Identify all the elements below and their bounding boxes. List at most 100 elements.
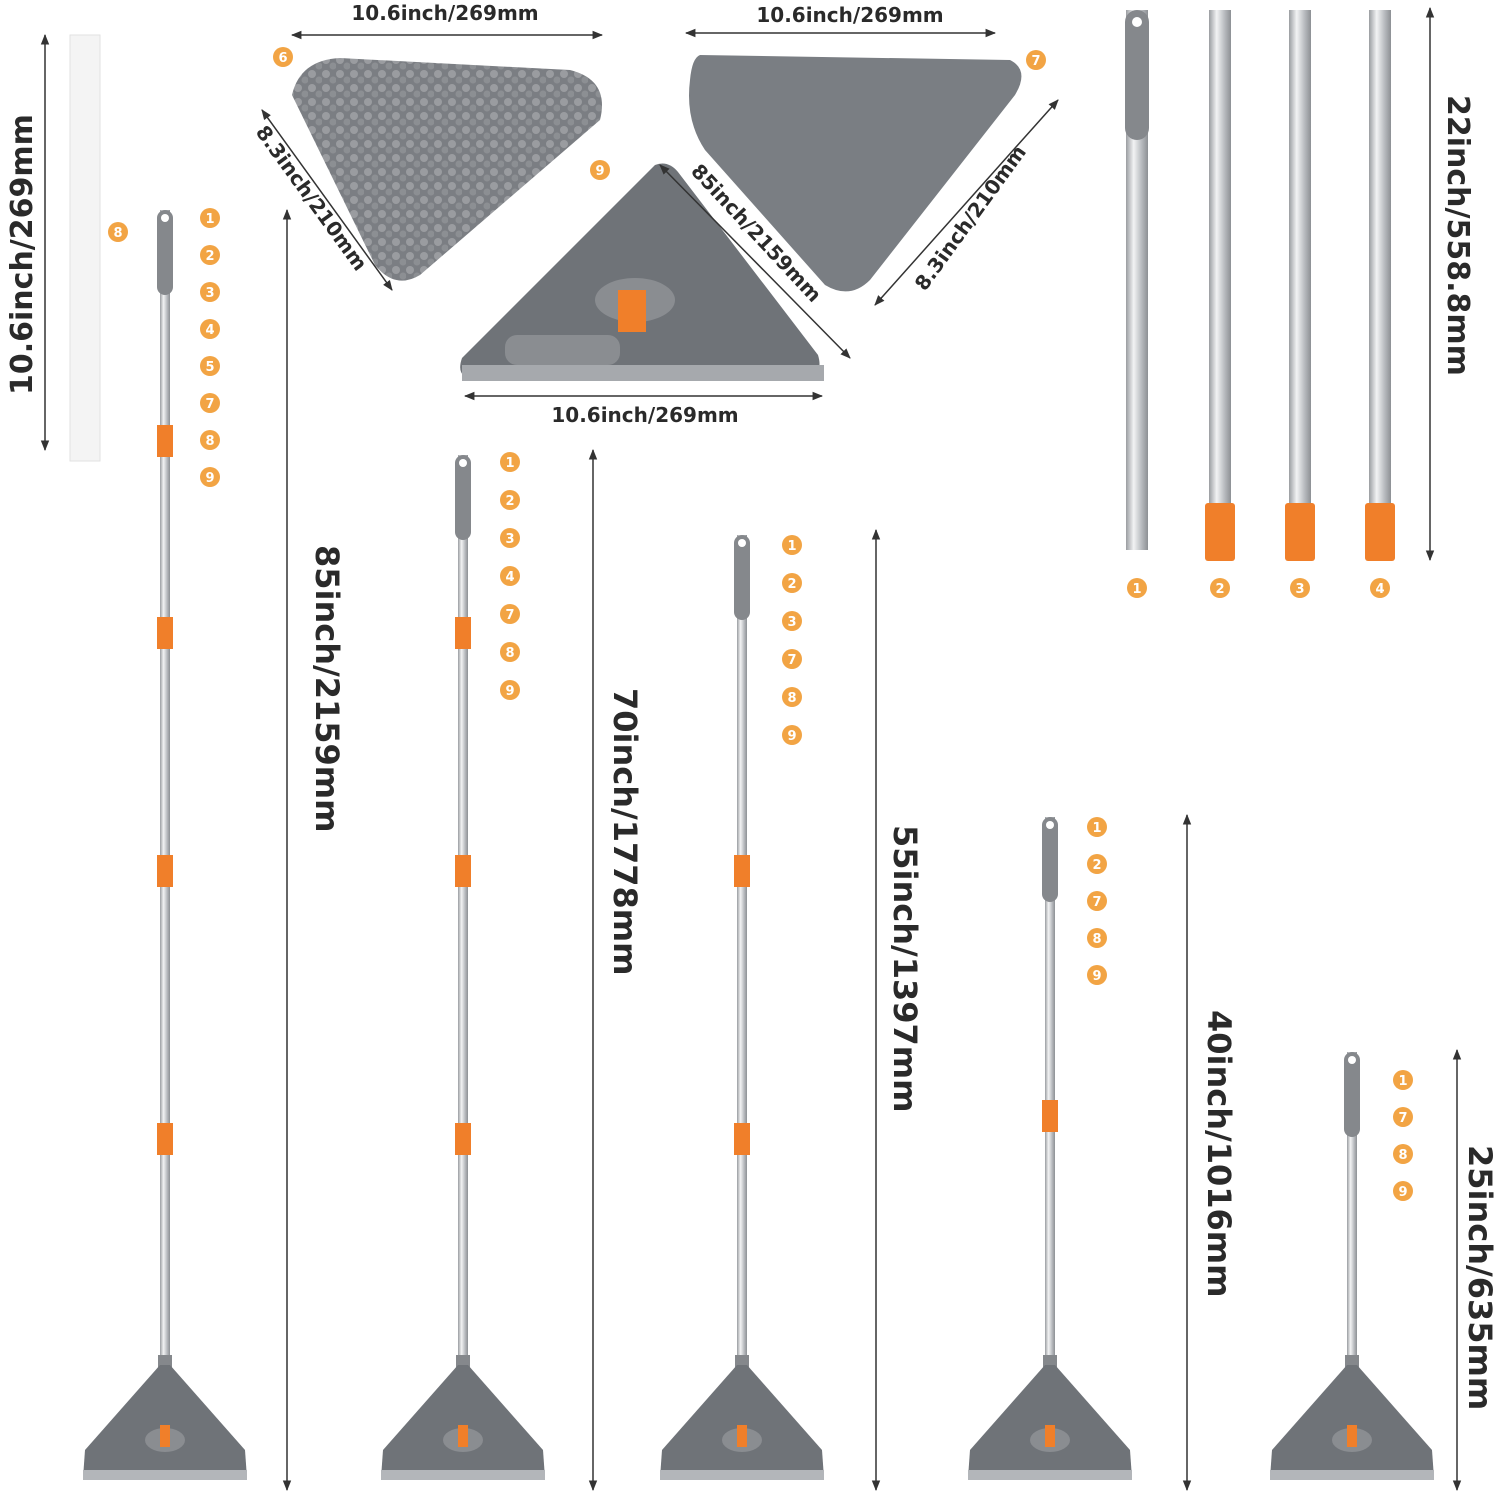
part-number: 4 bbox=[205, 323, 214, 338]
part-number: 9 bbox=[595, 164, 604, 179]
part-number: 5 bbox=[205, 360, 214, 375]
part-number-badge bbox=[1370, 578, 1390, 598]
part-number-badge bbox=[1087, 928, 1107, 948]
config-length-label: 40inch/1016mm bbox=[1200, 1010, 1238, 1297]
pole-connector bbox=[734, 855, 750, 887]
mop-connector bbox=[1347, 1425, 1357, 1447]
part-number: 8 bbox=[1398, 1148, 1407, 1163]
part-number: 8 bbox=[1092, 932, 1101, 947]
part-number-badge bbox=[500, 452, 520, 472]
part-number: 1 bbox=[1092, 821, 1101, 836]
config-length-label: 70inch/1778mm bbox=[606, 688, 644, 975]
part-number-badge bbox=[200, 208, 220, 228]
hang-hole bbox=[1348, 1056, 1356, 1064]
part-number-badge bbox=[200, 319, 220, 339]
part-number-badge bbox=[1087, 817, 1107, 837]
pole-connector bbox=[1365, 503, 1395, 561]
mop-head bbox=[968, 1365, 1132, 1478]
mop-pole bbox=[160, 210, 170, 1390]
part-number-badge bbox=[1393, 1070, 1413, 1090]
part-number-badge bbox=[782, 535, 802, 555]
part-number: 8 bbox=[787, 691, 796, 706]
part-number-badge bbox=[1127, 578, 1147, 598]
dimension-arrow bbox=[659, 164, 851, 359]
hang-hole bbox=[1046, 821, 1054, 829]
pole-connector bbox=[157, 425, 173, 457]
part-number: 8 bbox=[205, 434, 214, 449]
part-number-badge bbox=[590, 160, 610, 180]
part-number: 2 bbox=[1092, 858, 1101, 873]
part-number: 8 bbox=[505, 646, 514, 661]
mop-head-edge bbox=[968, 1470, 1132, 1480]
base-connector bbox=[618, 290, 646, 332]
config-length-label: 25inch/635mm bbox=[1461, 1145, 1499, 1410]
part-number-badge bbox=[1393, 1107, 1413, 1127]
mop-grip bbox=[1344, 1052, 1360, 1137]
mop-connector bbox=[160, 1425, 170, 1447]
mop-grip bbox=[455, 455, 471, 540]
part-number-badge bbox=[1087, 891, 1107, 911]
part-number: 4 bbox=[505, 570, 514, 585]
chenille-width-label: 10.6inch/269mm bbox=[351, 1, 538, 25]
part-number-badge bbox=[1026, 50, 1046, 70]
mop-head-edge bbox=[1270, 1470, 1434, 1480]
hang-hole bbox=[459, 459, 467, 467]
part-number: 3 bbox=[505, 532, 514, 547]
pole-connector bbox=[1205, 503, 1235, 561]
mop-head bbox=[381, 1365, 545, 1478]
part-number-badge bbox=[1393, 1144, 1413, 1164]
part-number-badge bbox=[1393, 1181, 1413, 1201]
part-number: 7 bbox=[787, 653, 796, 668]
part-number: 3 bbox=[1295, 582, 1304, 597]
part-number: 2 bbox=[787, 577, 796, 592]
mop-head bbox=[1270, 1365, 1434, 1478]
pole-grip bbox=[1125, 10, 1149, 140]
mop-connector bbox=[1045, 1425, 1055, 1447]
part-number-badge bbox=[500, 566, 520, 586]
part-number: 7 bbox=[1031, 54, 1040, 69]
part-number-badge bbox=[200, 430, 220, 450]
part-number-badge bbox=[200, 282, 220, 302]
mop-pole bbox=[1347, 1052, 1357, 1390]
part-number-badge bbox=[1087, 965, 1107, 985]
mop-connector bbox=[737, 1425, 747, 1447]
base-edge bbox=[462, 365, 824, 381]
part-number: 1 bbox=[787, 539, 796, 554]
pole-section bbox=[1209, 10, 1231, 550]
part-number-badge bbox=[1290, 578, 1310, 598]
part-number-badge bbox=[500, 490, 520, 510]
pole-length-label: 22inch/558.8mm bbox=[1440, 95, 1475, 376]
part-number: 3 bbox=[205, 286, 214, 301]
part-number: 1 bbox=[1398, 1074, 1407, 1089]
dimension-arrow bbox=[261, 109, 393, 291]
part-number-badge bbox=[200, 467, 220, 487]
pole-connector bbox=[1285, 503, 1315, 561]
hang-hole bbox=[1132, 17, 1142, 27]
part-number: 1 bbox=[505, 456, 514, 471]
pole-connector bbox=[734, 1123, 750, 1155]
part-number-badge bbox=[782, 573, 802, 593]
part-number-badge bbox=[782, 649, 802, 669]
mop-head bbox=[660, 1365, 824, 1478]
config-length-label: 55inch/1397mm bbox=[886, 825, 924, 1112]
part-number: 2 bbox=[505, 494, 514, 509]
mop-connector bbox=[458, 1425, 468, 1447]
mop-head-edge bbox=[83, 1470, 247, 1480]
part-number: 2 bbox=[205, 249, 214, 264]
part-number: 6 bbox=[278, 51, 287, 66]
base-lever bbox=[505, 335, 620, 365]
pole-connector bbox=[455, 855, 471, 887]
pole-connector bbox=[455, 1123, 471, 1155]
part-number: 9 bbox=[205, 471, 214, 486]
mop-head bbox=[83, 1365, 247, 1478]
part-number-badge bbox=[500, 680, 520, 700]
mop-pole bbox=[458, 455, 468, 1390]
part-number-badge bbox=[200, 393, 220, 413]
part-number: 1 bbox=[205, 212, 214, 227]
part-number: 7 bbox=[205, 397, 214, 412]
scraper-tube bbox=[69, 34, 101, 462]
pole-connector bbox=[157, 1123, 173, 1155]
part-number: 7 bbox=[1398, 1111, 1407, 1126]
